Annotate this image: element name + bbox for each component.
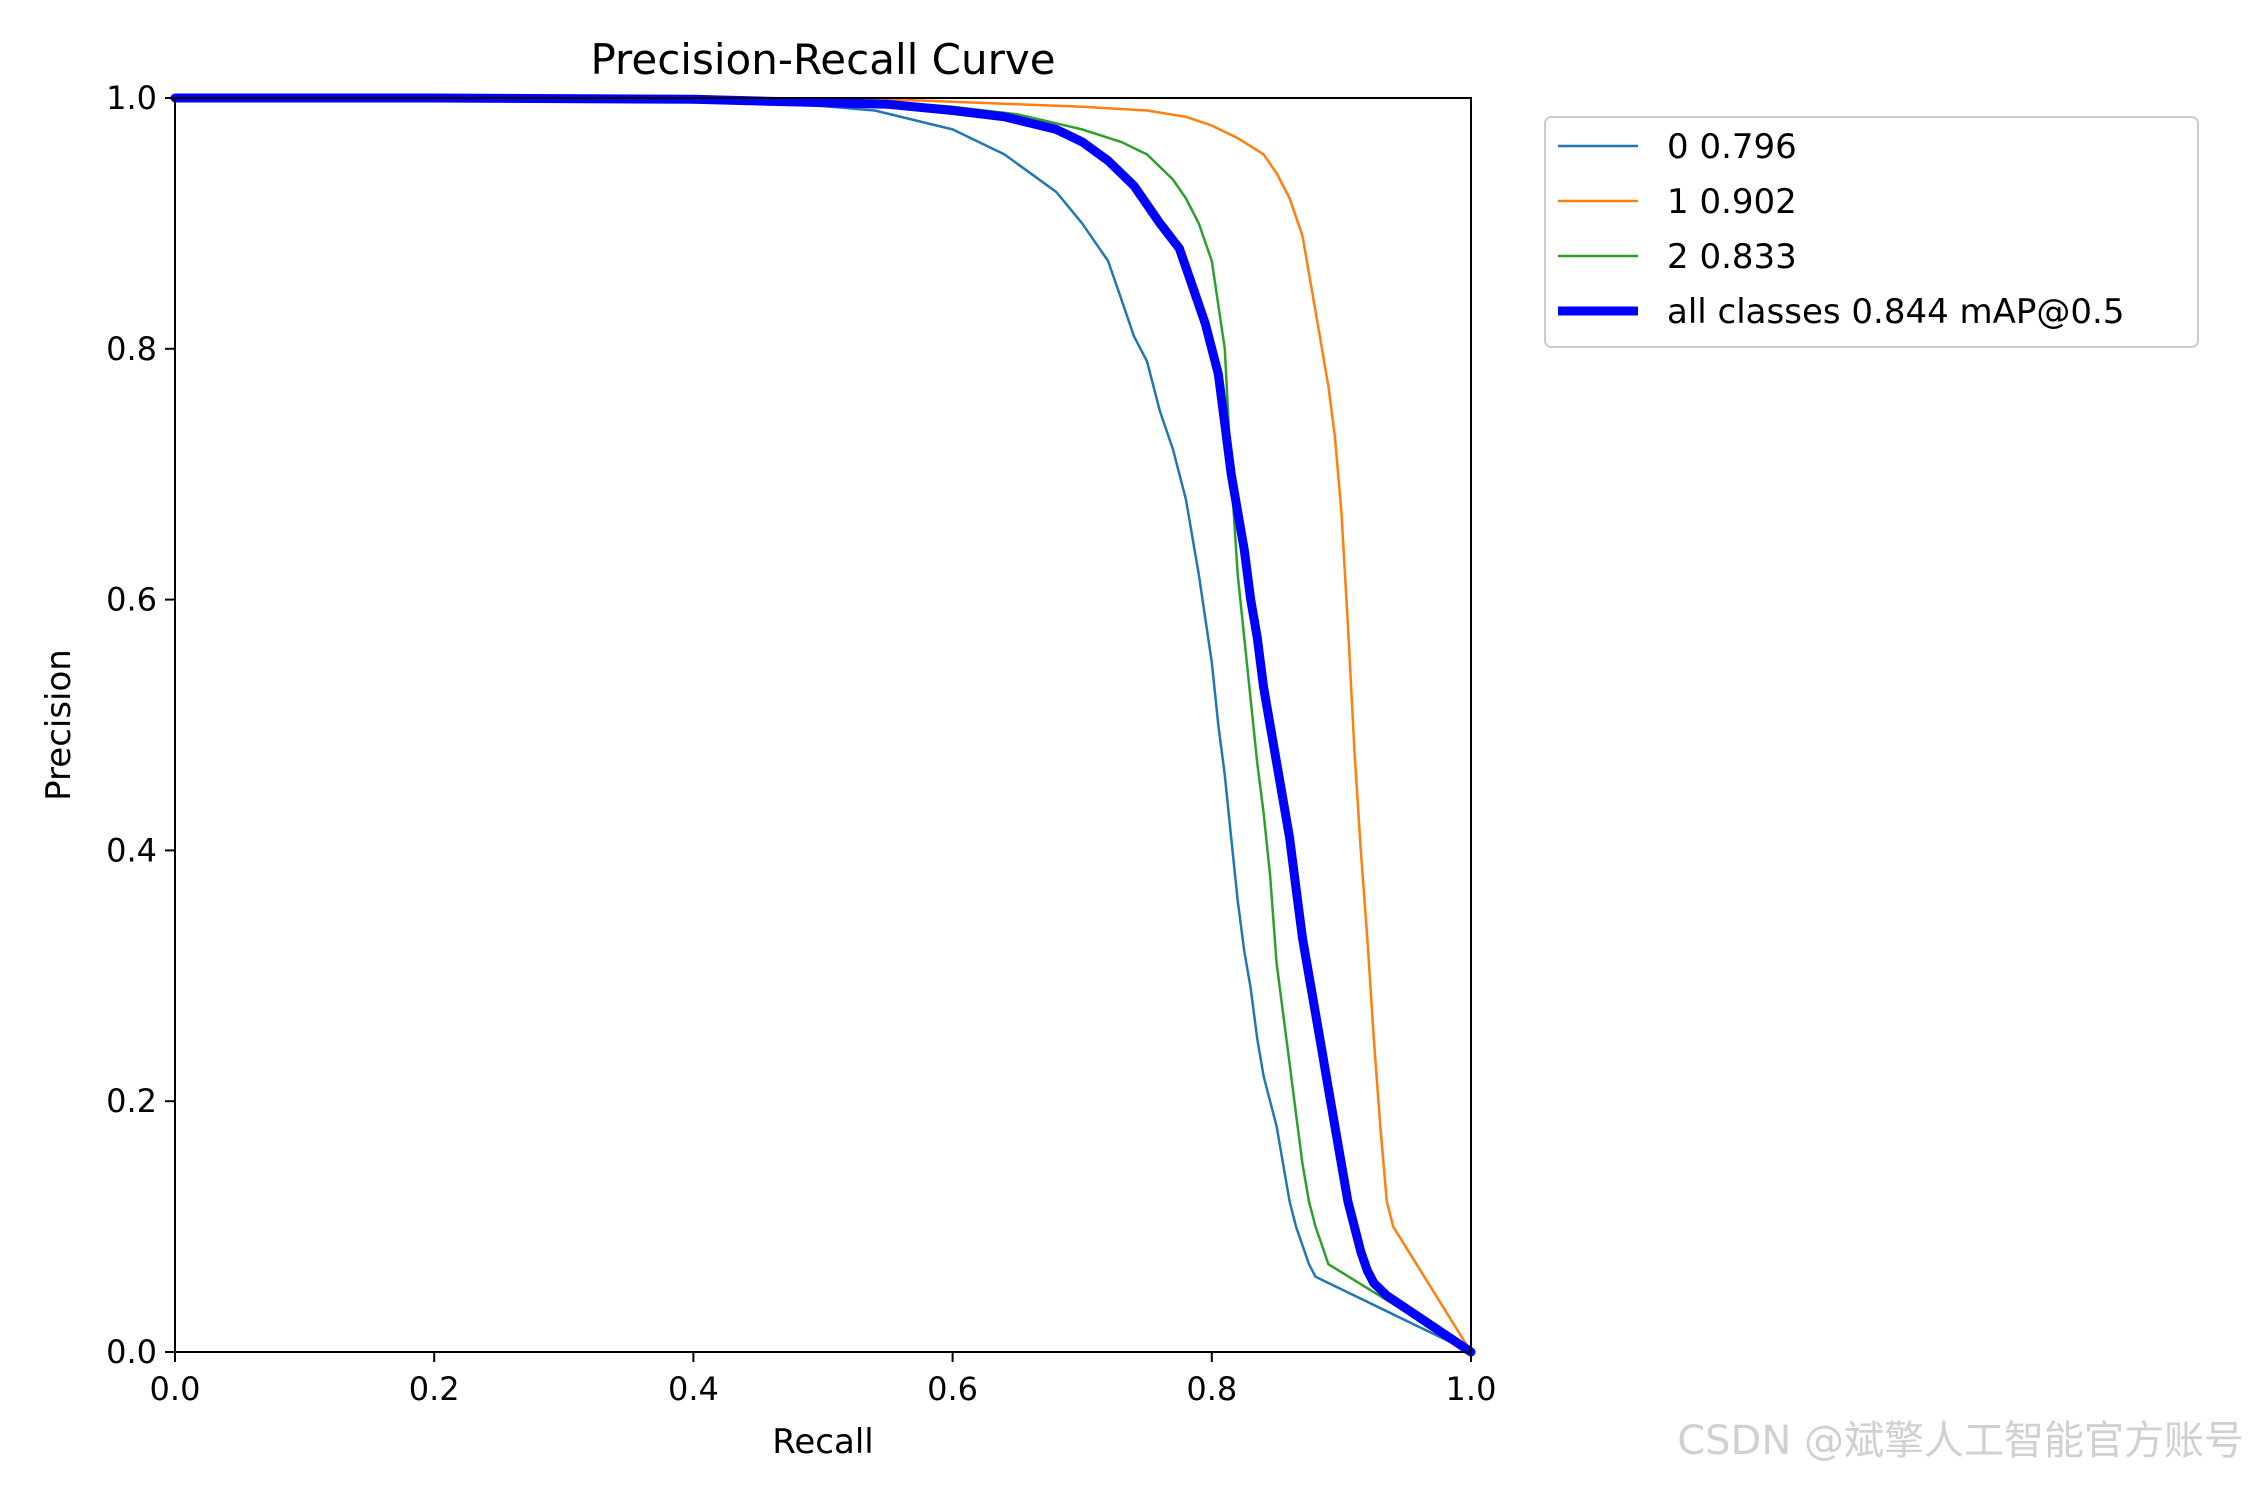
series-line-2: [173, 96, 1473, 1354]
chart-title: Precision-Recall Curve: [590, 35, 1055, 84]
y-tick-label: 0.0: [106, 1333, 157, 1371]
series-line-3: [170, 93, 1476, 1357]
x-axis-ticks: 0.0 0.2 0.4 0.6 0.8 1.0: [150, 1352, 1497, 1408]
y-tick-label: 0.8: [106, 330, 157, 368]
legend-box: [1544, 116, 2199, 348]
x-tick-label: 0.2: [409, 1370, 460, 1408]
legend: 0 0.796 1 0.902 2 0.833 all classes 0.844 m…: [1544, 116, 2199, 348]
legend-label-0: 0 0.796: [1667, 127, 1797, 167]
series-line-0: [173, 96, 1473, 1354]
x-tick-label: 0.8: [1186, 1370, 1237, 1408]
watermark: CSDN @斌擎人工智能官方账号: [1677, 1418, 2244, 1464]
y-tick-label: 1.0: [106, 79, 157, 117]
y-tick-label: 0.6: [106, 581, 157, 619]
x-tick-label: 0.4: [668, 1370, 719, 1408]
series-line-1: [173, 96, 1473, 1354]
y-axis-ticks: 0.0 0.2 0.4 0.6 0.8 1.0: [106, 79, 175, 1371]
x-tick-label: 1.0: [1446, 1370, 1497, 1408]
legend-label-2: 2 0.833: [1667, 237, 1797, 277]
legend-label-1: 1 0.902: [1667, 182, 1797, 222]
y-axis-label: Precision: [39, 649, 79, 801]
y-tick-label: 0.4: [106, 831, 157, 869]
x-tick-label: 0.0: [150, 1370, 201, 1408]
legend-label-3: all classes 0.844 mAP@0.5: [1667, 292, 2124, 332]
series-layer: [170, 93, 1476, 1357]
plot-frame: [174, 97, 1472, 1353]
x-axis-label: Recall: [772, 1422, 873, 1462]
y-tick-label: 0.2: [106, 1082, 157, 1120]
x-tick-label: 0.6: [927, 1370, 978, 1408]
